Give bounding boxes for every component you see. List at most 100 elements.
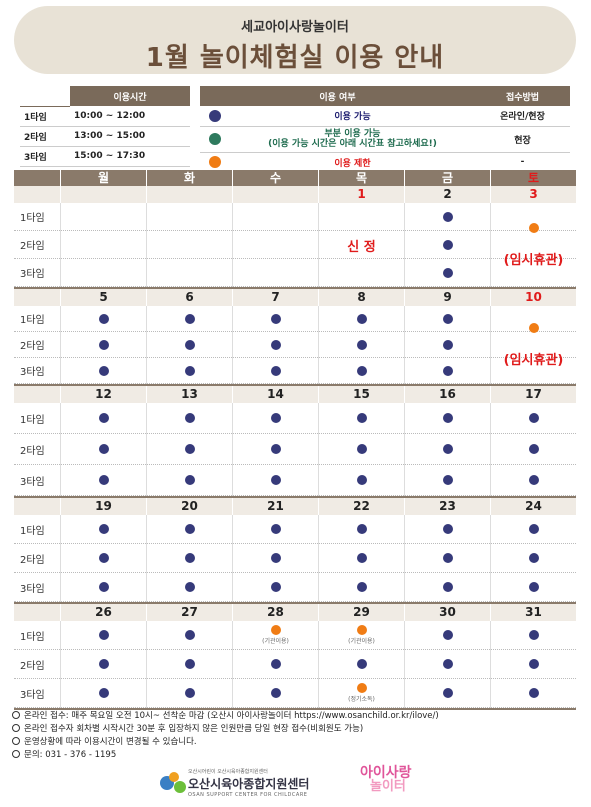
status-text: 이용 가능: [230, 106, 475, 127]
slot-cell: [147, 679, 232, 708]
time-label: 1타임: [20, 106, 70, 127]
available-dot-icon: [356, 339, 367, 350]
available-dot-icon: [442, 524, 453, 534]
slot-cell: [319, 573, 404, 602]
available-dot-icon: [528, 659, 539, 669]
available-dot-icon: [184, 413, 195, 423]
calendar-header: 월 화 수 목 금 토: [14, 170, 576, 186]
slot-cell: [405, 231, 490, 259]
slot-label: 1타임: [14, 515, 60, 544]
weekday-label: 화: [146, 170, 232, 186]
slot-cell: [61, 650, 146, 679]
available-dot-icon: [184, 475, 195, 485]
available-dot-icon: [442, 444, 453, 454]
slot-cell: (정기소독): [319, 679, 404, 708]
slot-cell: [233, 544, 318, 573]
available-dot-icon: [98, 659, 109, 669]
day-column: [404, 403, 490, 496]
weekday-label: 목: [318, 170, 404, 186]
weekday-label: 금: [404, 170, 490, 186]
status-method: 현장: [475, 126, 570, 153]
available-dot-icon: [528, 688, 539, 698]
available-dot-icon: [184, 444, 195, 454]
available-dot-icon: [98, 524, 109, 534]
weekday-label: 토: [490, 170, 576, 186]
closed-overlay: 신 정: [319, 203, 404, 287]
slot-cell: [405, 679, 490, 708]
slot-cell: [491, 403, 576, 434]
time-table-header: 이용시간: [70, 86, 190, 106]
day-column: [60, 403, 146, 496]
day-column: [146, 306, 232, 384]
day-column: (기관이용): [232, 621, 318, 708]
available-dot-icon: [184, 582, 195, 592]
day-column: [404, 306, 490, 384]
slot-cell: [319, 650, 404, 679]
method-header: 접수방법: [475, 86, 570, 106]
slot-cell: [61, 358, 146, 384]
slot-cell: [491, 621, 576, 650]
page-title: 1월 놀이체험실 이용 안내: [145, 43, 445, 73]
available-dot-icon: [442, 688, 453, 698]
time-table-corner: [20, 86, 70, 107]
page-subtitle: 세교아이사랑놀이터: [241, 20, 349, 35]
day-column: [490, 403, 576, 496]
slot-cell: (기관이용): [233, 621, 318, 650]
slot-cell: [491, 358, 576, 384]
logo2-line2: 놀이터: [370, 779, 406, 794]
restricted-dot-icon: [528, 222, 539, 233]
day-column: (임시휴관): [490, 306, 576, 384]
slot-cell: [147, 358, 232, 384]
time-value: 15:00 ~ 17:30: [70, 146, 190, 167]
available-dot-icon: [270, 475, 281, 485]
date-number: [146, 186, 232, 203]
available-dot-icon: [98, 582, 109, 592]
day-column: [146, 403, 232, 496]
org-small: 오산시어린이 오산시육아종합지원센터: [188, 769, 268, 775]
available-dot-icon: [442, 475, 453, 485]
calendar-week: 26 27 28 29 30 31 1타임 2타임 3타임 (기관이용) (기관이용) (정기소독): [14, 604, 576, 710]
available-dot-icon: [442, 630, 453, 640]
slot-cell: [61, 621, 146, 650]
day-column: 신 정: [318, 203, 404, 287]
slot-cell: [233, 573, 318, 602]
slot-cell: [147, 332, 232, 358]
circle-bullet-icon: [12, 750, 20, 758]
slot-cell: [233, 465, 318, 496]
restricted-dot-icon: [209, 156, 221, 168]
available-dot-icon: [528, 630, 539, 640]
date-number: 6: [146, 289, 232, 306]
available-dot-icon: [442, 582, 453, 592]
date-number: 28: [232, 604, 318, 621]
available-dot-icon: [356, 553, 367, 563]
org-eng: OSAN SUPPORT CENTER FOR CHILDCARE: [188, 792, 308, 798]
note-item: 온라인 접수자 회차별 시작시간 30분 후 입장하지 않은 인원만큼 당일 현…: [12, 723, 439, 736]
calendar-week: 19 20 21 22 23 24 1타임 2타임 3타임: [14, 498, 576, 604]
slot-cell: [405, 203, 490, 231]
date-number: 16: [404, 386, 490, 403]
slot-cell: [405, 515, 490, 544]
calendar: 월 화 수 목 금 토 1 2 3 1타임 2타임 3타임 신 정 (임시휴관) 5 6 7 8 9 10…: [14, 170, 576, 710]
available-dot-icon: [270, 659, 281, 669]
slot-cell: [491, 679, 576, 708]
slot-cell: [491, 332, 576, 358]
available-dot-icon: [442, 313, 453, 324]
slot-label: 2타임: [14, 650, 60, 679]
slot-cell: [491, 650, 576, 679]
date-number: 14: [232, 386, 318, 403]
slot-cell: [405, 544, 490, 573]
day-column: [146, 621, 232, 708]
org-name: 오산시육아종합지원센터: [188, 777, 310, 791]
slot-cell: [61, 332, 146, 358]
slot-cell: [405, 650, 490, 679]
date-number: 30: [404, 604, 490, 621]
day-column: [60, 203, 146, 287]
available-dot-icon: [356, 413, 367, 423]
available-dot-icon: [98, 475, 109, 485]
closed-label: (임시휴관): [503, 352, 564, 368]
day-column: [318, 515, 404, 602]
time-label: 2타임: [20, 126, 70, 147]
available-dot-icon: [528, 582, 539, 592]
date-number: [60, 186, 146, 203]
date-row: 12 13 14 15 16 17: [14, 386, 576, 403]
